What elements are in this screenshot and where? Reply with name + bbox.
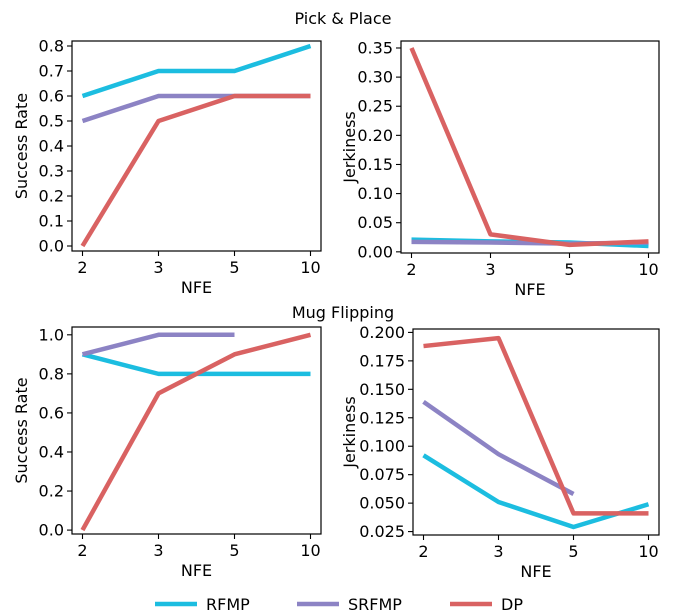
y-tick-label: 0.30 [357, 68, 393, 87]
y-tick-label: 0.10 [357, 184, 393, 203]
y-tick-label: 0.6 [39, 403, 64, 422]
series-line-dp [409, 47, 649, 248]
x-tick-label: 5 [564, 260, 574, 279]
y-axis-label: Jerkiness [340, 396, 359, 469]
legend-item-rfmp: RFMP [155, 595, 250, 614]
legend-label: DP [501, 595, 523, 614]
y-tick-label: 0.05 [357, 213, 393, 232]
y-axis-label: Success Rate [12, 377, 31, 483]
y-tick-label: 0.25 [357, 97, 393, 116]
legend-label: SRFMP [348, 595, 402, 614]
x-tick-label: 10 [300, 541, 320, 560]
chart-panels: 0.0 0.1 0.2 0.3 0.4 0.5 0.6 0.7 0.8 2 3 5 10 NFE Succe… [12, 37, 660, 581]
y-tick-label: 0.15 [357, 155, 393, 174]
y-tick-label: 0.2 [39, 482, 64, 501]
section-title-pick-place: Pick & Place [295, 9, 392, 28]
series-line-dp [80, 93, 311, 248]
y-tick-label: 0.5 [39, 112, 64, 131]
y-tick-label: 1.0 [39, 325, 64, 344]
y-tick-label: 0.200 [359, 323, 405, 342]
y-tick-label: 0.4 [39, 442, 64, 461]
x-tick-label: 2 [418, 542, 428, 561]
y-tick-label: 0.3 [39, 162, 64, 181]
plot-frame [400, 40, 660, 254]
legend-item-srfmp: SRFMP [297, 595, 402, 614]
chart-panel-4: 0.025 0.050 0.075 0.100 0.125 0.150 0.175 0.200… [340, 323, 660, 581]
plot-frame [71, 326, 322, 535]
x-tick-label: 2 [77, 258, 87, 277]
y-tick-label: 0.1 [39, 212, 64, 231]
chart-panel-2: 0.00 0.05 0.10 0.15 0.20 0.25 0.30 0.35 2 3 5 10 NFE… [340, 38, 660, 299]
y-tick-label: 0.0 [39, 237, 64, 256]
legend: RFMP SRFMP DP [155, 595, 523, 614]
chart-panel-3: 0.0 0.2 0.4 0.6 0.8 1.0 2 3 5 10 NFE Success Rate [12, 325, 322, 580]
x-tick-label: 5 [568, 542, 578, 561]
x-tick-label: 3 [493, 542, 503, 561]
x-tick-label: 10 [638, 260, 658, 279]
x-tick-label: 3 [153, 258, 163, 277]
y-tick-label: 0.20 [357, 126, 393, 145]
x-tick-label: 5 [229, 541, 239, 560]
y-tick-label: 0.175 [359, 351, 405, 370]
series-line-srfmp [81, 332, 235, 357]
y-tick-label: 0.8 [39, 37, 64, 56]
x-tick-label: 2 [406, 260, 416, 279]
series-line-dp [423, 335, 649, 516]
series-line-srfmp [422, 399, 575, 497]
x-tick-label: 3 [485, 260, 495, 279]
section-title-mug-flipping: Mug Flipping [292, 303, 394, 322]
x-axis-label: NFE [181, 561, 212, 580]
legend-label: RFMP [206, 595, 250, 614]
y-tick-label: 0.150 [359, 380, 405, 399]
x-axis-label: NFE [514, 280, 545, 299]
series-line-dp [80, 332, 312, 532]
y-tick-label: 0.8 [39, 364, 64, 383]
series-line-rfmp [422, 453, 650, 530]
legend-item-dp: DP [450, 595, 523, 614]
y-tick-label: 0.025 [359, 522, 405, 541]
x-tick-label: 2 [77, 541, 87, 560]
series-line-rfmp [81, 352, 311, 377]
y-tick-label: 0.00 [357, 242, 393, 261]
x-tick-label: 10 [638, 542, 658, 561]
x-axis-label: NFE [520, 562, 551, 581]
chart-panel-1: 0.0 0.1 0.2 0.3 0.4 0.5 0.6 0.7 0.8 2 3 5 10 NFE Succe… [12, 37, 322, 297]
y-tick-label: 0.6 [39, 87, 64, 106]
series-line-rfmp [81, 43, 312, 99]
y-axis-label: Success Rate [12, 93, 31, 199]
y-axis-label: Jerkiness [340, 111, 359, 184]
y-tick-label: 0.100 [359, 437, 405, 456]
y-tick-label: 0.2 [39, 187, 64, 206]
plot-frame [412, 328, 660, 536]
y-tick-label: 0.050 [359, 494, 405, 513]
x-tick-label: 5 [229, 258, 239, 277]
x-axis-label: NFE [181, 278, 212, 297]
x-tick-label: 10 [300, 258, 320, 277]
y-tick-label: 0.0 [39, 521, 64, 540]
y-tick-label: 0.125 [359, 408, 405, 427]
y-tick-label: 0.075 [359, 465, 405, 484]
y-tick-label: 0.4 [39, 137, 64, 156]
y-tick-label: 0.35 [357, 38, 393, 57]
x-tick-label: 3 [153, 541, 163, 560]
y-tick-label: 0.7 [39, 62, 64, 81]
